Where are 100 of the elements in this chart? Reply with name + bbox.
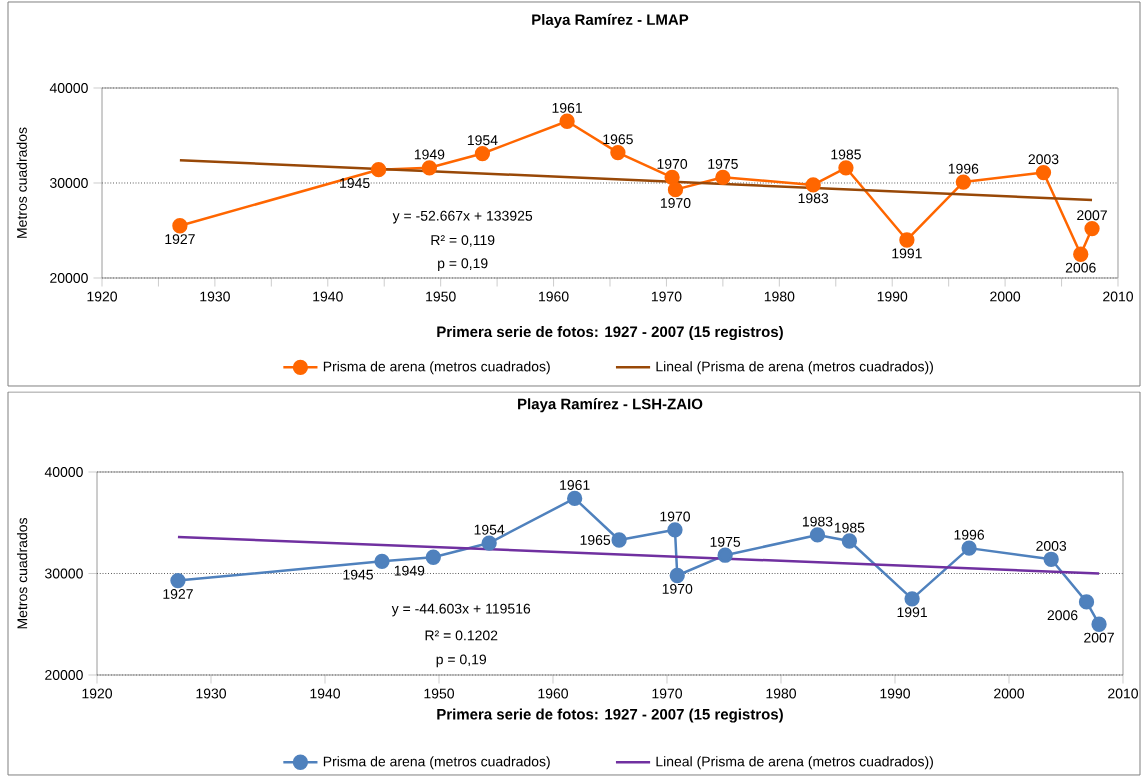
x-tick-label: 1980 <box>766 688 797 699</box>
annotation: p = 0,19 <box>438 258 488 272</box>
annotation: 1996 <box>954 529 985 540</box>
point <box>1073 246 1089 262</box>
x-tick-label: 1970 <box>652 688 683 699</box>
x-tick-label: 1970 <box>651 291 682 302</box>
point <box>899 232 915 248</box>
annotation: y = -44.603x + 119516 <box>391 603 531 617</box>
annotation: 1991 <box>892 248 922 259</box>
point <box>567 490 583 507</box>
point <box>425 549 441 565</box>
x-tick-label: 1950 <box>426 291 456 302</box>
x-tick-label: 2000 <box>990 291 1021 302</box>
point <box>1091 616 1107 632</box>
annotation: p = 0,19 <box>436 654 487 668</box>
annotation: 1996 <box>948 163 979 174</box>
point <box>667 181 684 198</box>
x-tick-label: 1960 <box>539 291 569 302</box>
y-tick-label: 30000 <box>45 568 83 579</box>
legend-label: Prisma de arena (metros cuadrados) <box>323 361 550 375</box>
y-axis-title: Metros cuadrados <box>16 518 28 629</box>
x-tick-label: 2010 <box>1108 688 1139 699</box>
x-tick-label: 1930 <box>200 291 230 302</box>
annotation: 1954 <box>467 135 498 146</box>
x-tick-label: 1920 <box>87 291 118 302</box>
point <box>805 177 821 193</box>
x-tick-label: 1920 <box>82 688 113 699</box>
annotation: 1949 <box>414 149 445 160</box>
x-tick-label: 1930 <box>196 688 227 699</box>
y-tick-label: 20000 <box>45 670 83 680</box>
point <box>809 527 826 543</box>
annotation: 1970 <box>660 511 690 522</box>
annotation: 1961 <box>560 480 590 490</box>
point <box>421 160 438 176</box>
legend-label: Prisma de arena (metros cuadrados) <box>323 756 550 770</box>
point <box>667 522 683 538</box>
x-tick-label: 1950 <box>424 688 455 699</box>
point <box>172 218 188 234</box>
y-tick-label: 20000 <box>50 273 88 283</box>
annotation: 1975 <box>710 536 741 547</box>
point <box>610 144 626 161</box>
annotation: 1985 <box>834 522 865 533</box>
point <box>611 532 627 548</box>
x-tick-label: 2000 <box>994 688 1025 699</box>
point <box>669 567 685 584</box>
x-axis-title: Primera serie de fotos: 1927 - 2007 (15 registros) <box>437 326 783 341</box>
x-tick-label: 1960 <box>538 688 569 699</box>
x-tick-label: 1990 <box>880 688 911 699</box>
annotation: 1965 <box>580 535 611 545</box>
point <box>1035 164 1052 181</box>
y-axis-title: Metros cuadrados <box>16 127 27 238</box>
annotation: 1985 <box>831 149 861 160</box>
x-tick-label: 1980 <box>764 291 795 302</box>
annotation: 1949 <box>394 565 425 576</box>
annotation: 2003 <box>1028 154 1059 165</box>
x-tick-label: 1940 <box>313 291 343 302</box>
point <box>559 113 575 129</box>
point <box>1078 594 1095 610</box>
annotation: 2006 <box>1047 610 1078 621</box>
point <box>370 162 387 178</box>
point <box>1084 220 1100 237</box>
point <box>481 535 497 551</box>
x-tick-label: 1990 <box>877 291 908 302</box>
annotation: R² = 0.1202 <box>425 630 498 641</box>
annotation: 1961 <box>552 102 582 113</box>
annotation: 1970 <box>662 583 693 594</box>
y-tick-label: 40000 <box>44 467 83 477</box>
annotation: 2003 <box>1036 540 1067 551</box>
annotation: 1991 <box>897 607 927 618</box>
annotation: y = -52.667x + 133925 <box>392 210 533 224</box>
y-tick-label: 40000 <box>49 83 88 93</box>
point <box>717 547 733 563</box>
point <box>904 591 920 607</box>
point <box>961 540 977 556</box>
legend-label: Lineal (Prisma de arena (metros cuadrados)) <box>656 361 933 375</box>
annotation: 1965 <box>603 134 633 145</box>
annotation: 1954 <box>474 524 505 535</box>
annotation: 1975 <box>708 159 738 169</box>
chart-title: Playa Ramírez - LMAP <box>532 13 689 28</box>
annotation: 1927 <box>165 234 195 245</box>
annotation: R² = 0,119 <box>431 235 495 247</box>
annotation: 1945 <box>340 178 370 188</box>
chart-title: Playa Ramírez - LSH-ZAIO <box>518 398 703 413</box>
annotation: 1945 <box>343 569 373 580</box>
point <box>170 572 186 589</box>
annotation: 2006 <box>1065 262 1096 273</box>
annotation: 1970 <box>660 198 691 208</box>
annotation: 1983 <box>802 516 833 527</box>
annotation: 2007 <box>1084 632 1114 643</box>
point <box>838 160 854 176</box>
annotation: 1970 <box>657 159 688 169</box>
annotation: 1927 <box>163 589 193 599</box>
y-tick-label: 30000 <box>50 178 88 188</box>
point <box>374 553 390 569</box>
x-tick-label: 2010 <box>1103 291 1134 302</box>
point <box>955 174 971 190</box>
point <box>664 169 680 185</box>
x-tick-label: 1940 <box>310 688 341 699</box>
x-axis-title: Primera serie de fotos: 1927 - 2007 (15 registros) <box>437 708 783 723</box>
point <box>474 145 491 162</box>
